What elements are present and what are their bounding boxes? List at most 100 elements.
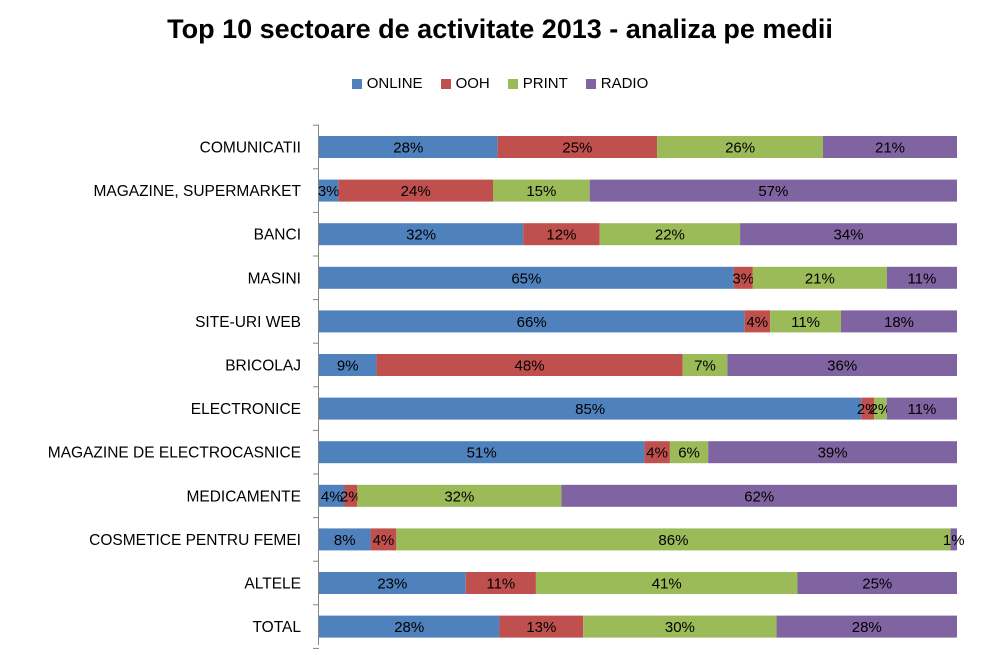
bar-segment-ooh <box>344 484 358 507</box>
bar-segment-online <box>319 310 745 333</box>
data-label: 8% <box>334 532 356 549</box>
data-label: 11% <box>486 576 515 593</box>
category-label: COMUNICATII <box>200 140 301 157</box>
bar-segment-print <box>599 223 741 246</box>
chart-title: Top 10 sectoare de activitate 2013 - ana… <box>167 14 833 44</box>
legend-label: ONLINE <box>366 75 423 92</box>
bar-segment-ooh <box>338 179 493 202</box>
category-label: MAGAZINE, SUPERMARKET <box>93 183 301 200</box>
bar-segment-ooh <box>523 223 600 246</box>
data-label: 28% <box>852 619 882 636</box>
bar-segment-ooh <box>644 441 670 464</box>
bar-segment-ooh <box>497 136 658 158</box>
legend-item-radio: RADIO <box>585 75 649 92</box>
bar-segment-ooh <box>370 528 397 551</box>
bar-segment-radio <box>886 397 957 420</box>
bar-segment-print <box>396 528 951 551</box>
category-label: SITE-URI WEB <box>195 314 301 331</box>
bar-segment-online <box>319 136 498 158</box>
data-label: 34% <box>834 227 864 244</box>
data-label: 25% <box>862 576 892 593</box>
data-label: 30% <box>665 619 695 636</box>
category-label: TOTAL <box>252 619 301 636</box>
category-label: ALTELE <box>244 576 301 593</box>
data-label: 65% <box>511 270 541 287</box>
bar-segment-ooh <box>744 310 771 333</box>
data-label: 24% <box>401 183 431 200</box>
legend-swatch <box>507 78 518 89</box>
data-label: 9% <box>337 358 359 375</box>
category-label: MAGAZINE DE ELECTROCASNICE <box>48 445 301 462</box>
bar-segment-radio <box>708 441 957 464</box>
bar-segment-online <box>319 266 734 289</box>
data-label: 6% <box>678 445 700 462</box>
bar-segment-online <box>319 179 339 202</box>
data-label: 86% <box>658 532 688 549</box>
bar-segment-print <box>770 310 841 333</box>
bar-segment-online <box>319 223 524 246</box>
data-label: 25% <box>562 140 592 157</box>
data-label: 32% <box>444 488 474 505</box>
bar-segment-online <box>319 354 377 376</box>
data-label: 3% <box>732 270 754 287</box>
legend-label: PRINT <box>522 75 568 92</box>
bar-segment-radio <box>740 223 957 246</box>
data-label: 11% <box>791 314 820 331</box>
data-label: 21% <box>805 270 835 287</box>
data-label: 22% <box>655 227 685 244</box>
bar-segment-radio <box>561 484 957 507</box>
bar-segment-print <box>682 354 728 376</box>
bar-segment-ooh <box>465 572 536 594</box>
category-label: ELECTRONICE <box>191 401 301 418</box>
data-label: 32% <box>406 227 436 244</box>
data-label: 12% <box>546 227 576 244</box>
legend: ONLINE OOH PRINT RADIO <box>0 75 1000 92</box>
bar-segment-radio <box>886 266 957 289</box>
data-label: 4% <box>321 488 343 505</box>
category-label: MEDICAMENTE <box>186 488 301 505</box>
bar-segment-print <box>752 266 887 289</box>
legend-swatch <box>585 78 596 89</box>
data-label: 39% <box>818 445 848 462</box>
data-label: 3% <box>318 183 340 200</box>
bar-segment-ooh <box>376 354 683 376</box>
bar-segment-online <box>319 484 345 507</box>
data-label: 4% <box>746 314 768 331</box>
data-label: 23% <box>377 576 407 593</box>
bar-segment-online <box>319 615 500 638</box>
data-label: 13% <box>526 619 556 636</box>
data-label: 28% <box>394 619 424 636</box>
legend-swatch <box>351 78 362 89</box>
bar-segment-radio <box>823 136 957 158</box>
category-label: COSMETICE PENTRU FEMEI <box>89 532 301 549</box>
bar-segment-radio <box>589 179 957 202</box>
bar-segment-ooh <box>499 615 584 638</box>
data-label: 36% <box>827 358 857 375</box>
data-label: 28% <box>393 140 423 157</box>
data-label: 57% <box>758 183 788 200</box>
data-label: 66% <box>517 314 547 331</box>
data-label: 11% <box>907 401 936 418</box>
data-label: 62% <box>744 488 774 505</box>
data-label: 2% <box>870 401 892 418</box>
bar-segment-print <box>874 397 887 420</box>
legend-item-print: PRINT <box>507 75 568 92</box>
data-label: 2% <box>340 488 362 505</box>
bar-segment-radio <box>841 310 957 333</box>
bar-segment-online <box>319 397 862 420</box>
legend-item-ooh: OOH <box>440 75 490 92</box>
bar-segment-print <box>657 136 824 158</box>
bar-segment-print <box>669 441 709 464</box>
legend-item-online: ONLINE <box>351 75 423 92</box>
legend-label: RADIO <box>600 75 649 92</box>
bar-segment-print <box>583 615 777 638</box>
data-label: 26% <box>725 140 755 157</box>
data-label: 51% <box>467 445 497 462</box>
data-label: 85% <box>575 401 605 418</box>
bar-segment-online <box>319 572 466 594</box>
data-label: 11% <box>907 270 936 287</box>
bar-segment-print <box>357 484 562 507</box>
data-label: 41% <box>652 576 682 593</box>
legend-label: OOH <box>455 75 490 92</box>
